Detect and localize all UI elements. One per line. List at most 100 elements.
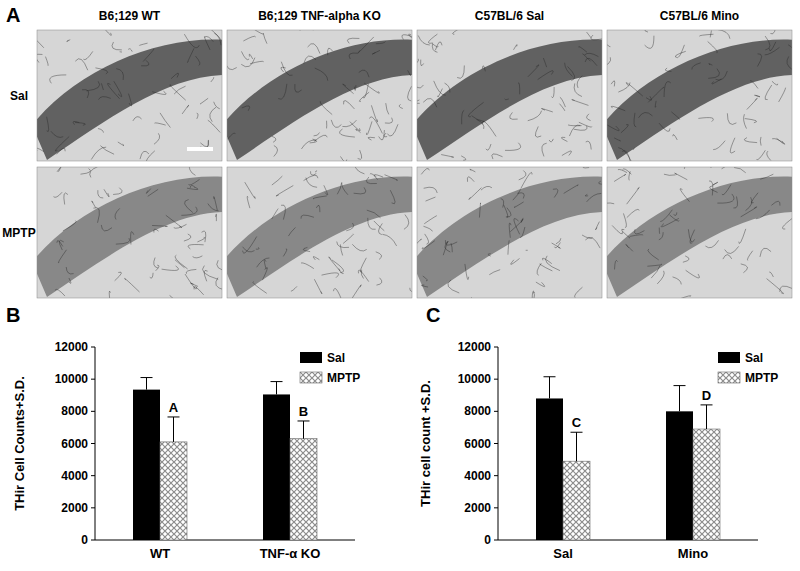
- bar: [263, 394, 290, 540]
- fiber: [115, 272, 122, 281]
- fiber: [760, 248, 771, 257]
- x-tick-label: TNF-α KO: [260, 546, 321, 561]
- y-tick-label: 8000: [464, 404, 491, 418]
- y-tick-label: 0: [484, 533, 491, 547]
- fiber: [562, 151, 572, 156]
- fiber: [100, 146, 114, 155]
- fiber: [131, 232, 134, 245]
- error-bar: [271, 382, 283, 395]
- fiber: [385, 175, 398, 181]
- fiber: [262, 268, 267, 281]
- fiber: [482, 121, 496, 136]
- legend-label: MPTP: [327, 371, 360, 385]
- fiber: [115, 208, 120, 219]
- fiber: [622, 151, 631, 161]
- fiber: [492, 154, 503, 159]
- fiber: [242, 106, 250, 111]
- fiber: [281, 67, 286, 72]
- fiber: [366, 121, 372, 134]
- fiber: [208, 120, 220, 132]
- fiber: [559, 104, 564, 111]
- panel-label: A: [6, 4, 20, 26]
- fiber: [438, 89, 443, 97]
- fiber: [58, 250, 66, 263]
- fiber: [184, 200, 192, 213]
- fiber: [433, 44, 438, 47]
- fiber: [587, 32, 591, 37]
- fiber: [725, 246, 739, 253]
- fiber: [470, 169, 476, 172]
- fiber: [256, 247, 259, 249]
- fiber: [315, 68, 328, 81]
- fiber: [448, 280, 460, 293]
- fiber: [699, 34, 713, 36]
- row-header: MPTP: [2, 226, 35, 240]
- fiber: [665, 68, 671, 71]
- fiber: [250, 61, 264, 63]
- fiber: [639, 112, 653, 117]
- micrograph-frame: [37, 30, 222, 161]
- x-tick-label: Mino: [678, 546, 708, 561]
- fiber: [627, 209, 640, 217]
- fiber: [166, 215, 182, 227]
- fiber: [197, 113, 198, 119]
- fiber: [769, 272, 773, 277]
- fiber: [510, 219, 523, 231]
- fiber: [125, 278, 140, 292]
- fiber: [424, 216, 437, 224]
- fiber: [241, 51, 249, 59]
- fiber: [313, 196, 327, 199]
- y-tick-label: 4000: [464, 469, 491, 483]
- fiber: [715, 71, 727, 80]
- fiber: [710, 30, 711, 37]
- y-tick: [91, 379, 95, 380]
- micrograph-frame: [227, 167, 412, 298]
- fiber: [195, 56, 199, 65]
- fiber: [181, 207, 197, 216]
- fiber: [402, 35, 412, 40]
- error-bar: [701, 405, 713, 429]
- fiber: [303, 247, 310, 251]
- fiber: [614, 174, 626, 181]
- fiber: [329, 257, 340, 271]
- fiber: [384, 133, 387, 137]
- fiber: [53, 192, 62, 197]
- fiber: [425, 234, 429, 244]
- bar: [563, 461, 590, 540]
- fiber: [745, 197, 751, 210]
- fiber: [141, 60, 149, 66]
- tissue-band: [227, 177, 412, 297]
- fiber: [730, 138, 735, 153]
- fiber: [187, 187, 198, 190]
- fiber: [536, 282, 545, 287]
- fiber: [741, 264, 748, 273]
- fiber: [243, 237, 257, 254]
- error-bar: [298, 421, 310, 439]
- fiber: [441, 155, 454, 158]
- fiber: [560, 97, 566, 107]
- fiber: [772, 81, 778, 85]
- fiber: [376, 41, 386, 43]
- fiber: [326, 121, 327, 129]
- fiber: [216, 278, 222, 290]
- fiber: [521, 218, 523, 223]
- fiber: [206, 30, 221, 40]
- fiber: [301, 215, 314, 219]
- fiber: [343, 234, 353, 244]
- y-tick-label: 12000: [458, 340, 492, 354]
- fiber: [551, 87, 554, 98]
- fiber: [472, 116, 485, 122]
- fiber: [509, 223, 511, 238]
- error-bar: [571, 432, 583, 461]
- fiber: [333, 289, 343, 298]
- fiber: [101, 225, 112, 231]
- fiber: [586, 141, 591, 149]
- fiber: [90, 167, 98, 177]
- fiber: [184, 234, 191, 241]
- annotation: D: [702, 388, 711, 403]
- fiber: [511, 258, 520, 264]
- fiber: [86, 81, 99, 91]
- fiber: [188, 245, 203, 249]
- y-tick-label: 0: [81, 533, 88, 547]
- fiber: [561, 137, 567, 141]
